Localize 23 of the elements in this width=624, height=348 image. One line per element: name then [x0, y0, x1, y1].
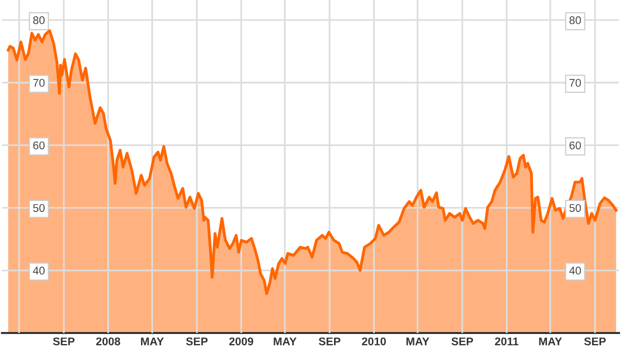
y2-tick-label: 60: [570, 141, 581, 150]
x-tick-label: MAY: [274, 338, 297, 346]
y-tick-label: 70: [33, 78, 45, 87]
y2-tick-label: 70: [570, 78, 581, 87]
x-tick-label: SEP: [53, 337, 75, 346]
x-tick-label: MAY: [406, 338, 430, 346]
x-tick-label: MAY: [539, 338, 562, 346]
x-tick-label: 2009: [229, 337, 254, 346]
y-tick-label: 50: [33, 204, 45, 212]
x-tick-label: SEP: [186, 337, 208, 346]
x-tick-label: SEP: [318, 337, 340, 346]
x-tick-label: 2010: [362, 337, 386, 346]
y2-tick-label: 80: [569, 16, 581, 24]
x-tick-label: SEP: [452, 337, 474, 346]
x-tick-label: 2008: [96, 337, 120, 346]
x-tick-label: 2011: [494, 337, 518, 346]
y2-tick-label: 50: [569, 204, 581, 212]
x-tick-label: SEP: [584, 337, 606, 346]
y-tick-label: 60: [33, 141, 45, 150]
y-tick-label: 80: [33, 16, 45, 24]
x-tick-label: MAY: [141, 338, 164, 346]
y2-tick-label: 40: [569, 266, 581, 275]
y-tick-label: 40: [32, 266, 45, 275]
